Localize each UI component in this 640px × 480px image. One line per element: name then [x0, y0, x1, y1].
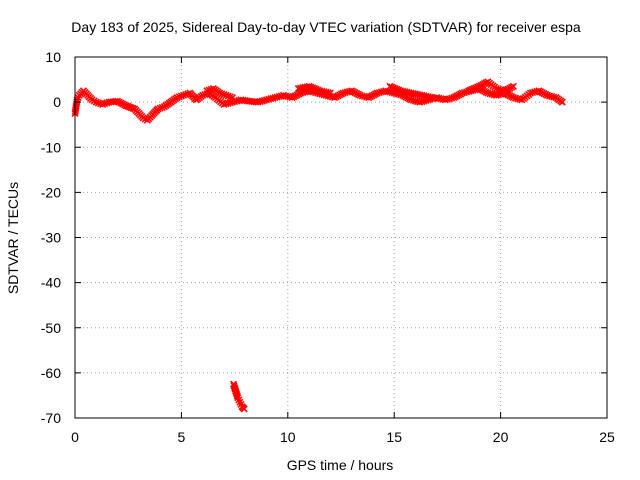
y-axis-label: SDTVAR / TECUs: [5, 182, 21, 294]
data-points: [71, 78, 566, 413]
data-point: [509, 82, 517, 90]
y-tick-label: -50: [41, 320, 61, 336]
chart-title: Day 183 of 2025, Sidereal Day-to-day VTE…: [71, 19, 581, 35]
data-point: [326, 89, 334, 97]
data-point: [426, 93, 434, 101]
x-tick-label: 25: [599, 429, 615, 445]
y-tick-label: 0: [53, 94, 61, 110]
y-tick-label: -10: [41, 139, 61, 155]
data-point: [228, 94, 237, 102]
data-point: [428, 94, 437, 102]
axis-ticks: [74, 56, 608, 419]
x-axis-label: GPS time / hours: [287, 457, 394, 473]
data-point: [448, 94, 456, 102]
y-tick-label: 10: [45, 49, 61, 65]
y-tick-label: -40: [41, 275, 61, 291]
x-tick-label: 0: [71, 429, 79, 445]
x-tick-label: 5: [178, 429, 186, 445]
y-tick-label: -70: [41, 410, 61, 426]
data-point: [240, 405, 248, 413]
x-tick-label: 15: [386, 429, 402, 445]
tick-labels: 0 5 10 15 20 25 10 0 -10 -20 -30 -40 -50 -60 -70: [41, 49, 615, 445]
data-point: [558, 98, 566, 106]
y-tick-label: -60: [41, 365, 61, 381]
x-tick-label: 20: [493, 429, 509, 445]
y-tick-label: -30: [41, 230, 61, 246]
data-point: [324, 89, 332, 97]
y-tick-label: -20: [41, 184, 61, 200]
x-tick-label: 10: [280, 429, 296, 445]
data-point: [550, 93, 558, 101]
data-point: [233, 392, 241, 400]
